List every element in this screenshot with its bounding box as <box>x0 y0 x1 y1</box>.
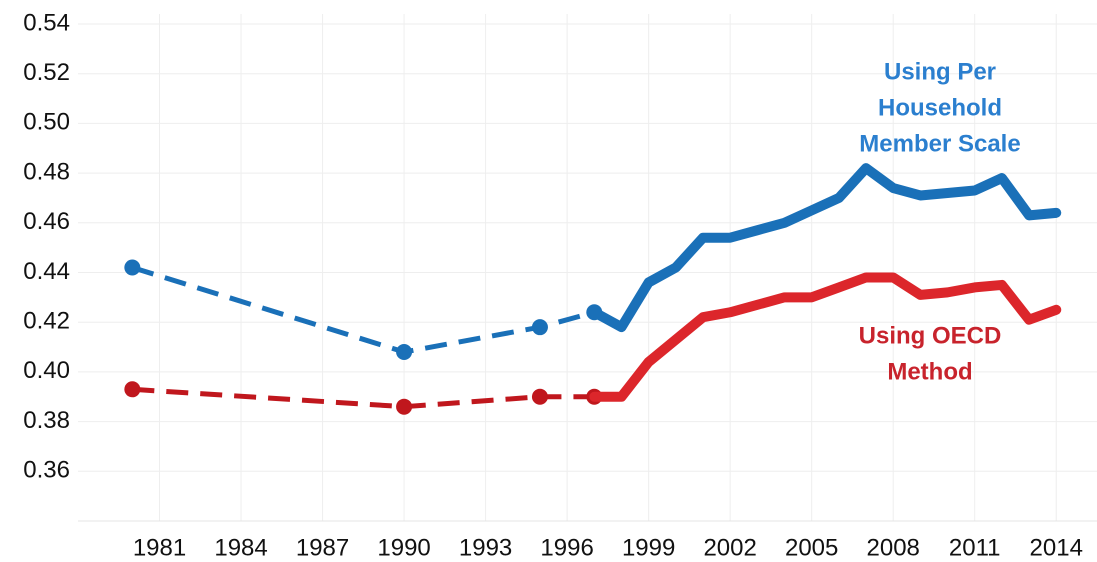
y-tick-label: 0.36 <box>23 457 70 484</box>
x-tick-label: 2008 <box>867 534 920 561</box>
marker <box>396 398 413 415</box>
x-tick-label: 2005 <box>785 534 838 561</box>
dashed-line <box>131 265 595 355</box>
x-tick-label: 1993 <box>459 534 512 561</box>
y-tick-label: 0.52 <box>23 59 70 86</box>
x-tick-label: 2011 <box>949 534 1001 561</box>
x-tick-label: 1999 <box>622 534 675 561</box>
x-tick-label: 2002 <box>703 534 756 561</box>
dashed-line <box>132 386 595 410</box>
y-tick-label: 0.40 <box>23 357 70 384</box>
marker <box>396 344 413 361</box>
marker <box>531 388 548 405</box>
annotation: Member Scale <box>859 130 1020 157</box>
annotation: Using OECD <box>859 322 1002 349</box>
x-tick-label: 1987 <box>296 534 349 561</box>
x-tick-label: 1996 <box>540 534 593 561</box>
annotation: Using Per <box>884 58 996 85</box>
x-tick-label: 1990 <box>377 534 430 561</box>
x-tick-label: 1981 <box>133 534 186 561</box>
y-tick-label: 0.46 <box>23 208 70 235</box>
y-tick-label: 0.42 <box>23 308 70 335</box>
marker <box>124 381 141 398</box>
annotation: Household <box>878 94 1002 121</box>
y-tick-label: 0.44 <box>23 258 70 285</box>
marker <box>531 319 548 336</box>
line <box>589 163 1062 333</box>
y-tick-label: 0.48 <box>23 158 70 185</box>
y-tick-label: 0.54 <box>23 9 70 36</box>
annotation: Method <box>887 358 972 385</box>
y-tick-label: 0.38 <box>23 407 70 434</box>
line <box>589 272 1062 402</box>
x-tick-label: 1984 <box>214 534 267 561</box>
y-tick-label: 0.50 <box>23 109 70 136</box>
marker <box>124 259 141 276</box>
x-tick-label: 2014 <box>1030 534 1083 561</box>
